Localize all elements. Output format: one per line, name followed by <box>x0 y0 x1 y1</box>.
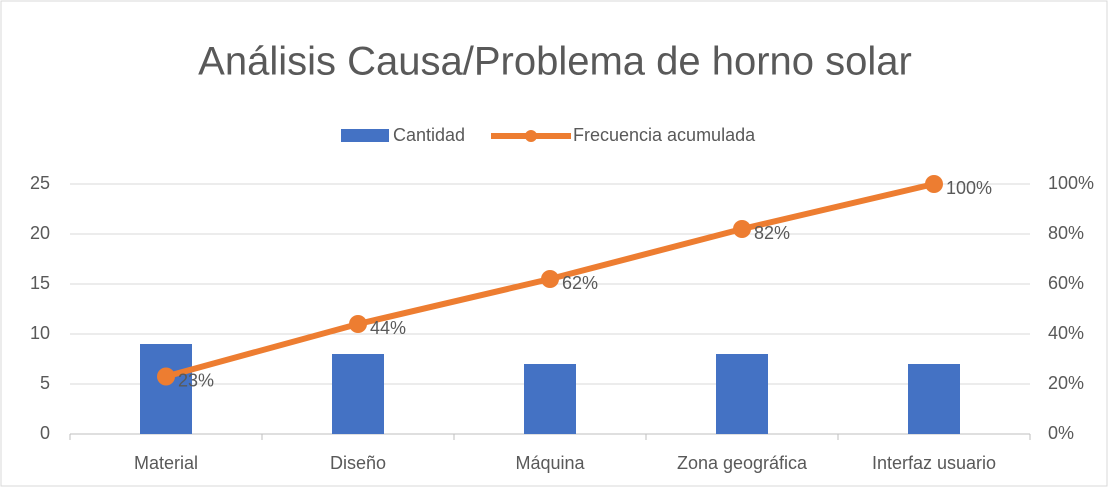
bar <box>716 354 768 434</box>
legend-label: Cantidad <box>393 125 465 145</box>
data-label: 100% <box>946 178 992 198</box>
line-point <box>349 315 367 333</box>
y-tick-label: 5 <box>40 373 50 393</box>
bar <box>908 364 960 434</box>
line-point <box>733 220 751 238</box>
bar <box>524 364 576 434</box>
legend-swatch <box>341 129 389 142</box>
legend-swatch <box>525 130 537 142</box>
y-tick-label: 0 <box>40 423 50 443</box>
y-tick-label: 20 <box>30 223 50 243</box>
x-tick-label: Interfaz usuario <box>872 453 996 473</box>
y2-tick-label: 100% <box>1048 173 1094 193</box>
data-label: 62% <box>562 273 598 293</box>
data-label: 23% <box>178 370 214 390</box>
y2-tick-label: 40% <box>1048 323 1084 343</box>
y2-tick-label: 0% <box>1048 423 1074 443</box>
bar <box>332 354 384 434</box>
x-tick-label: Diseño <box>330 453 386 473</box>
y-tick-label: 25 <box>30 173 50 193</box>
line-point <box>541 270 559 288</box>
y2-tick-label: 60% <box>1048 273 1084 293</box>
y2-tick-label: 80% <box>1048 223 1084 243</box>
bar <box>140 344 192 434</box>
chart-title: Análisis Causa/Problema de horno solar <box>198 40 912 84</box>
y-tick-label: 15 <box>30 273 50 293</box>
data-label: 82% <box>754 223 790 243</box>
x-tick-label: Material <box>134 453 198 473</box>
x-tick-label: Zona geográfica <box>677 453 808 473</box>
x-tick-label: Máquina <box>515 453 585 473</box>
line-point <box>925 175 943 193</box>
y-tick-label: 10 <box>30 323 50 343</box>
data-label: 44% <box>370 318 406 338</box>
y2-tick-label: 20% <box>1048 373 1084 393</box>
legend-label: Frecuencia acumulada <box>573 125 756 145</box>
line-point <box>157 367 175 386</box>
